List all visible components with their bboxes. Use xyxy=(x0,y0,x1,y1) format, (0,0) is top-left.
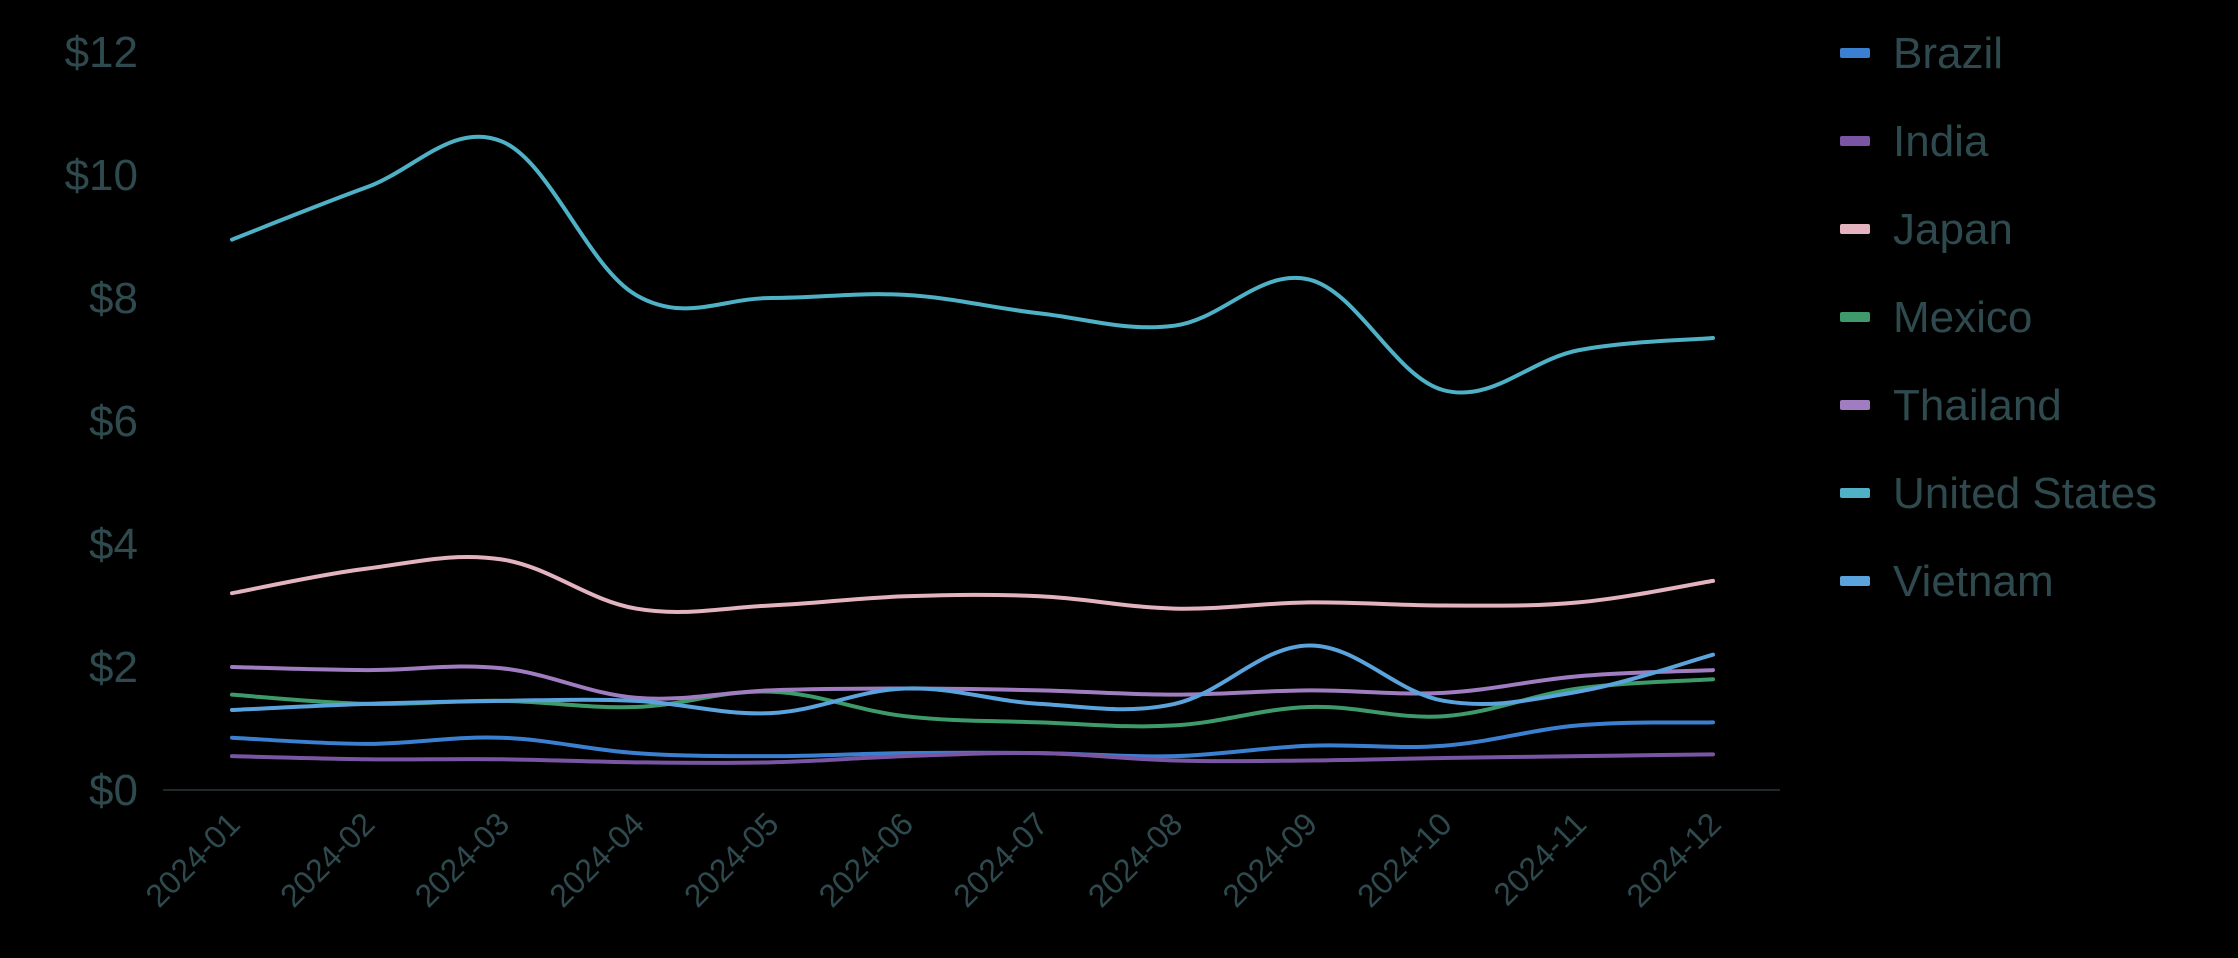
legend-swatch xyxy=(1840,136,1870,146)
legend-label: Mexico xyxy=(1893,293,2032,342)
legend-item-brazil[interactable]: Brazil xyxy=(1840,29,2003,78)
series-line-brazil xyxy=(230,720,1715,759)
series-line-japan xyxy=(230,554,1715,614)
y-tick-label: $8 xyxy=(89,274,138,323)
legend-swatch xyxy=(1840,400,1870,410)
y-tick-label: $12 xyxy=(65,28,138,77)
x-tick-label: 2024-07 xyxy=(946,805,1054,913)
x-tick-label: 2024-01 xyxy=(138,805,246,913)
y-tick-label: $0 xyxy=(89,766,138,815)
legend-swatch xyxy=(1840,48,1870,58)
legend-swatch xyxy=(1840,488,1870,498)
legend-label: Thailand xyxy=(1893,381,2062,430)
legend-label: Japan xyxy=(1893,205,2013,254)
x-tick-label: 2024-09 xyxy=(1216,805,1324,913)
x-tick-label: 2024-02 xyxy=(273,805,381,913)
y-tick-label: $10 xyxy=(65,151,138,200)
x-tick-label: 2024-12 xyxy=(1619,805,1727,913)
y-tick-label: $6 xyxy=(89,397,138,446)
x-tick-label: 2024-10 xyxy=(1350,805,1458,913)
legend-item-thailand[interactable]: Thailand xyxy=(1840,381,2062,430)
series-line-thailand xyxy=(230,664,1715,701)
legend-item-mexico[interactable]: Mexico xyxy=(1840,293,2032,342)
x-tick-label: 2024-08 xyxy=(1081,805,1189,913)
legend-item-japan[interactable]: Japan xyxy=(1840,205,2013,254)
legend-item-india[interactable]: India xyxy=(1840,117,1989,166)
legend-swatch xyxy=(1840,312,1870,322)
legend-label: United States xyxy=(1893,469,2157,518)
legend[interactable]: Brazil India Japan Mexico Thailand United Sta… xyxy=(1840,29,2157,606)
y-tick-label: $2 xyxy=(89,643,138,692)
legend-swatch xyxy=(1840,224,1870,234)
x-tick-label: 2024-05 xyxy=(677,805,785,913)
series-line-india xyxy=(230,750,1715,765)
x-tick-label: 2024-03 xyxy=(408,805,516,913)
x-tick-label: 2024-06 xyxy=(812,805,920,913)
series-line-vietnam xyxy=(230,643,1715,716)
x-tick-label: 2024-11 xyxy=(1486,805,1593,912)
legend-label: Brazil xyxy=(1893,29,2003,78)
series-lines xyxy=(230,134,1715,765)
x-axis-ticks: 2024-01 2024-02 2024-03 2024-04 2024-05 2024-… xyxy=(138,805,1727,913)
legend-item-vietnam[interactable]: Vietnam xyxy=(1840,557,2054,606)
legend-swatch xyxy=(1840,576,1870,586)
legend-label: India xyxy=(1893,117,1989,166)
legend-label: Vietnam xyxy=(1893,557,2054,606)
y-tick-label: $4 xyxy=(89,520,138,569)
x-tick-label: 2024-04 xyxy=(542,805,650,913)
legend-item-united-states[interactable]: United States xyxy=(1840,469,2157,518)
y-axis-ticks: $0 $2 $4 $6 $8 $10 $12 xyxy=(65,28,138,815)
series-line-united-states xyxy=(230,134,1715,395)
